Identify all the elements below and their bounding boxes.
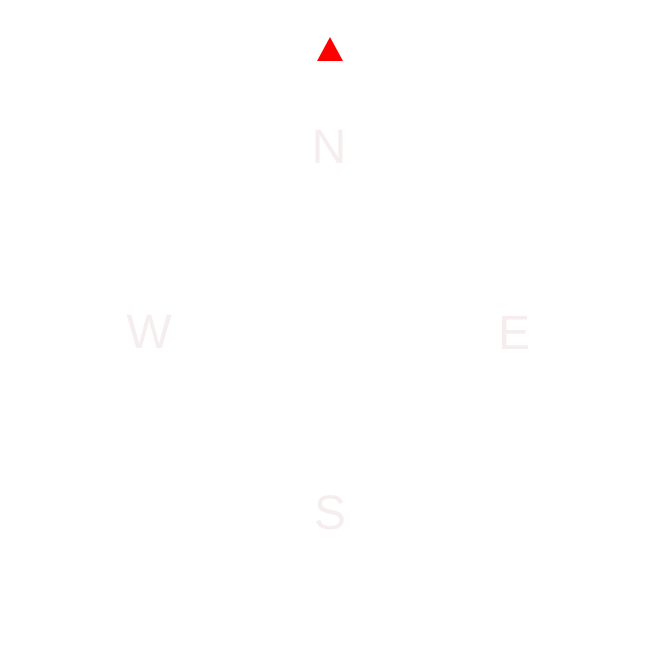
cardinal-label-south: S (313, 487, 346, 540)
cardinal-label-east: E (497, 307, 530, 360)
heading-marker-icon (317, 37, 343, 61)
cardinal-label-north: N (311, 121, 347, 174)
cardinal-label-west: W (126, 306, 172, 359)
